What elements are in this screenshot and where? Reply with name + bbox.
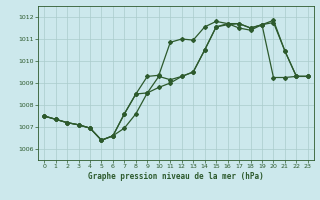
X-axis label: Graphe pression niveau de la mer (hPa): Graphe pression niveau de la mer (hPa): [88, 172, 264, 181]
